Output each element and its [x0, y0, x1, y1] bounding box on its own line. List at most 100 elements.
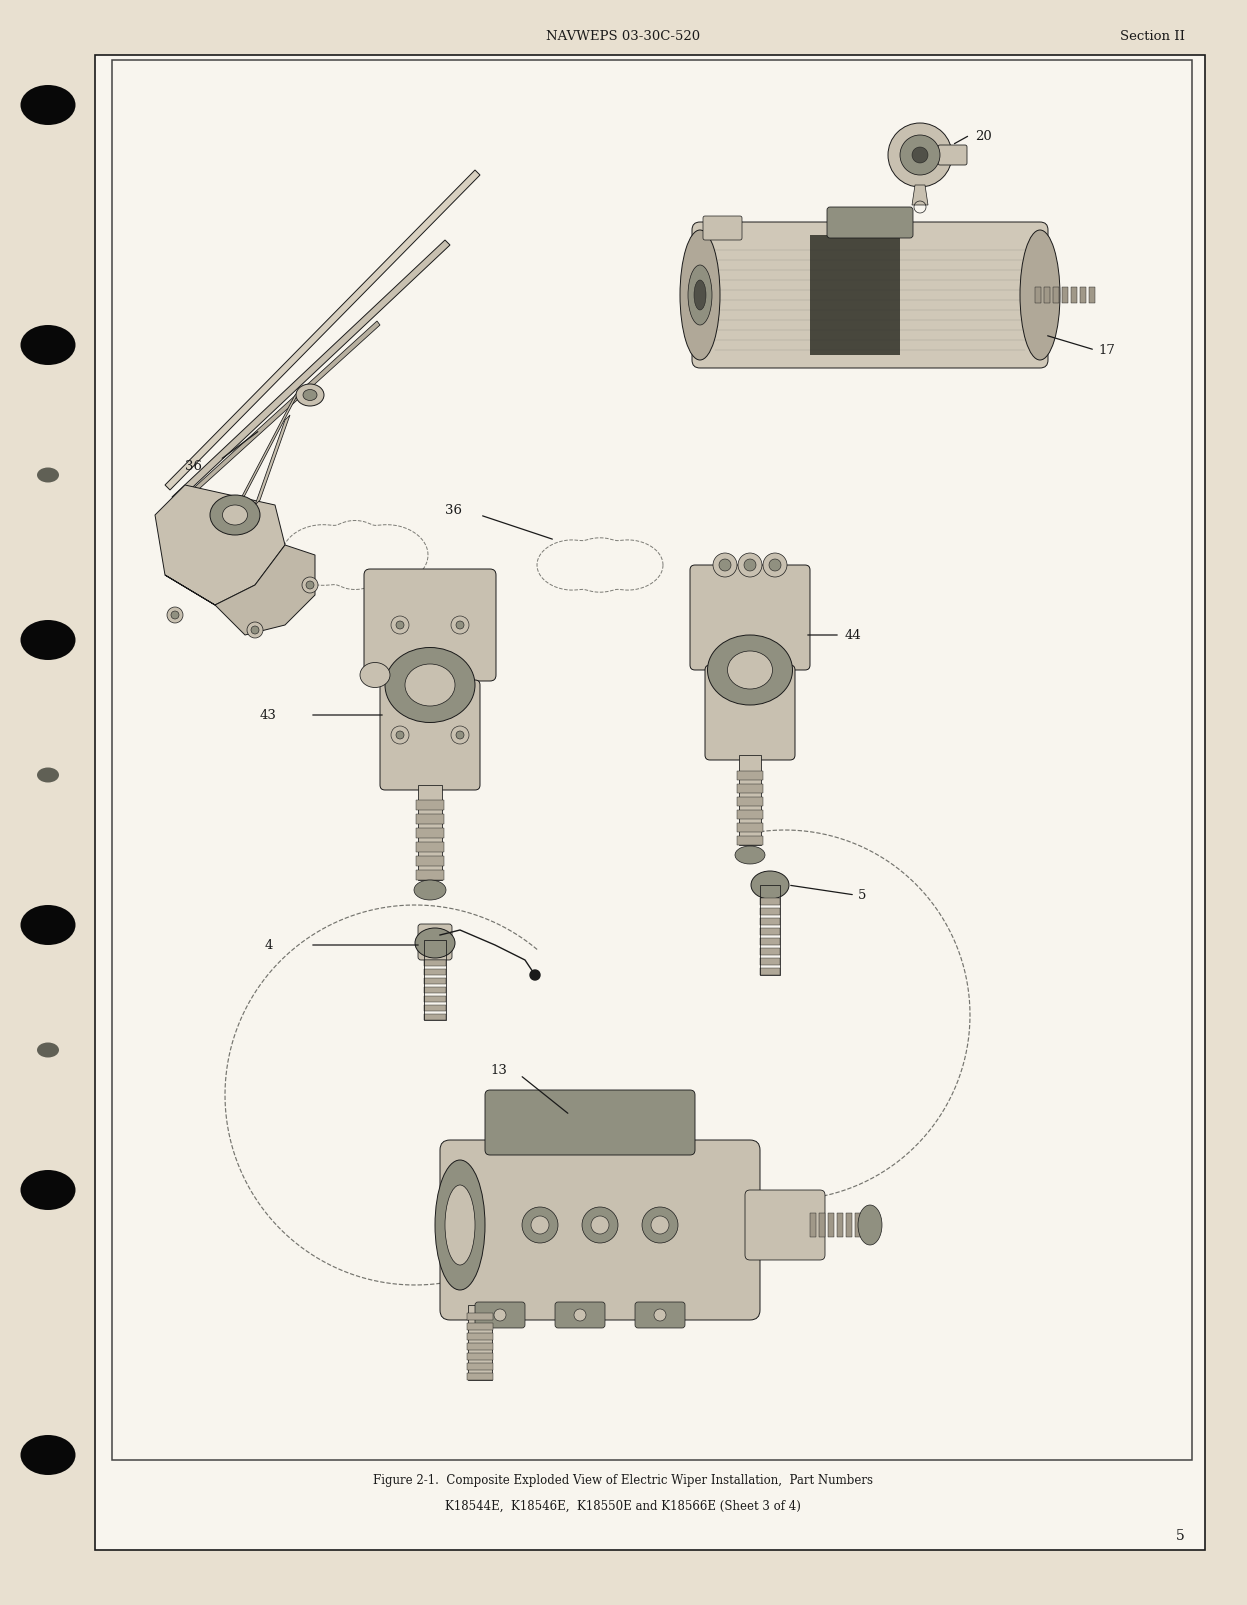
Circle shape: [653, 1310, 666, 1321]
Text: 44: 44: [845, 629, 862, 642]
Bar: [828, 1213, 834, 1237]
Bar: [466, 1363, 493, 1371]
Text: Section II: Section II: [1120, 29, 1185, 42]
Circle shape: [167, 608, 183, 624]
Circle shape: [392, 727, 409, 745]
Ellipse shape: [37, 469, 59, 483]
Ellipse shape: [222, 506, 247, 526]
Bar: [737, 772, 763, 780]
Ellipse shape: [858, 1205, 882, 1245]
FancyBboxPatch shape: [744, 1191, 826, 1260]
Circle shape: [456, 732, 464, 740]
Text: 17: 17: [1099, 345, 1115, 358]
Ellipse shape: [209, 496, 261, 536]
Text: 43: 43: [261, 709, 277, 722]
Bar: [1035, 287, 1041, 303]
Bar: [759, 968, 781, 976]
Ellipse shape: [435, 1160, 485, 1290]
Polygon shape: [172, 241, 450, 502]
Bar: [1080, 287, 1086, 303]
Bar: [1052, 287, 1059, 303]
Ellipse shape: [20, 621, 76, 661]
FancyBboxPatch shape: [703, 217, 742, 241]
Ellipse shape: [37, 469, 59, 483]
Bar: [424, 979, 446, 984]
Circle shape: [591, 1217, 609, 1234]
Ellipse shape: [727, 652, 772, 690]
Ellipse shape: [22, 327, 74, 364]
Bar: [416, 857, 444, 867]
Ellipse shape: [360, 663, 390, 689]
Bar: [737, 785, 763, 793]
Text: 36: 36: [185, 459, 202, 472]
FancyBboxPatch shape: [475, 1302, 525, 1329]
Ellipse shape: [22, 1172, 74, 1209]
Bar: [759, 908, 781, 915]
Circle shape: [713, 554, 737, 578]
FancyBboxPatch shape: [938, 146, 966, 165]
Bar: [424, 1014, 446, 1021]
Bar: [739, 756, 761, 846]
Bar: [424, 960, 446, 966]
Bar: [737, 811, 763, 820]
Ellipse shape: [20, 1435, 76, 1475]
FancyBboxPatch shape: [827, 209, 913, 239]
Ellipse shape: [1020, 231, 1060, 361]
FancyBboxPatch shape: [418, 924, 451, 960]
Bar: [466, 1343, 493, 1350]
Bar: [466, 1323, 493, 1331]
Circle shape: [531, 1217, 549, 1234]
Text: Figure 2-1.  Composite Exploded View of Electric Wiper Installation,  Part Numbe: Figure 2-1. Composite Exploded View of E…: [373, 1473, 873, 1486]
Circle shape: [582, 1207, 619, 1244]
Polygon shape: [155, 486, 286, 605]
Circle shape: [397, 732, 404, 740]
Circle shape: [494, 1310, 506, 1321]
Bar: [1071, 287, 1077, 303]
Bar: [759, 886, 781, 976]
Circle shape: [900, 136, 940, 177]
Bar: [737, 836, 763, 846]
Ellipse shape: [445, 1184, 475, 1265]
Bar: [466, 1334, 493, 1340]
Ellipse shape: [20, 326, 76, 366]
Text: 36: 36: [445, 504, 461, 517]
Bar: [759, 918, 781, 926]
Circle shape: [720, 560, 731, 571]
FancyBboxPatch shape: [555, 1302, 605, 1329]
Ellipse shape: [22, 1436, 74, 1473]
FancyBboxPatch shape: [485, 1090, 695, 1156]
Bar: [424, 987, 446, 993]
Text: 13: 13: [490, 1064, 506, 1077]
Bar: [424, 997, 446, 1003]
Bar: [737, 823, 763, 833]
Ellipse shape: [707, 636, 793, 706]
Circle shape: [522, 1207, 557, 1244]
Bar: [466, 1313, 493, 1321]
Text: 4: 4: [266, 939, 273, 952]
Text: K18544E,  K18546E,  K18550E and K18566E (Sheet 3 of 4): K18544E, K18546E, K18550E and K18566E (S…: [445, 1499, 801, 1512]
Circle shape: [451, 727, 469, 745]
Circle shape: [744, 560, 756, 571]
Bar: [759, 928, 781, 936]
Circle shape: [251, 626, 259, 634]
Bar: [1089, 287, 1095, 303]
Bar: [418, 785, 441, 881]
Ellipse shape: [22, 87, 74, 125]
Circle shape: [888, 124, 951, 188]
Ellipse shape: [385, 648, 475, 722]
Ellipse shape: [20, 87, 76, 125]
FancyBboxPatch shape: [440, 1140, 759, 1321]
Bar: [468, 1305, 493, 1380]
Text: 5: 5: [1176, 1528, 1185, 1542]
Bar: [737, 798, 763, 806]
Bar: [424, 941, 446, 1021]
Bar: [759, 949, 781, 955]
Bar: [466, 1374, 493, 1380]
Bar: [424, 1005, 446, 1011]
Bar: [837, 1213, 843, 1237]
Bar: [416, 828, 444, 838]
FancyBboxPatch shape: [635, 1302, 685, 1329]
Ellipse shape: [20, 1170, 76, 1210]
Polygon shape: [175, 321, 380, 509]
Circle shape: [171, 612, 180, 620]
